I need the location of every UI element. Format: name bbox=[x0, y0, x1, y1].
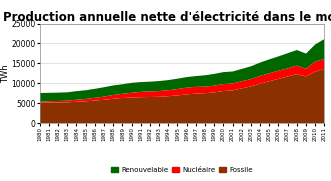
Legend: Renouvelable, Nucléaire, Fossile: Renouvelable, Nucléaire, Fossile bbox=[109, 164, 256, 176]
Y-axis label: TWh: TWh bbox=[1, 64, 10, 83]
Title: Production annuelle nette d'électricité dans le monde: Production annuelle nette d'électricité … bbox=[3, 10, 331, 24]
